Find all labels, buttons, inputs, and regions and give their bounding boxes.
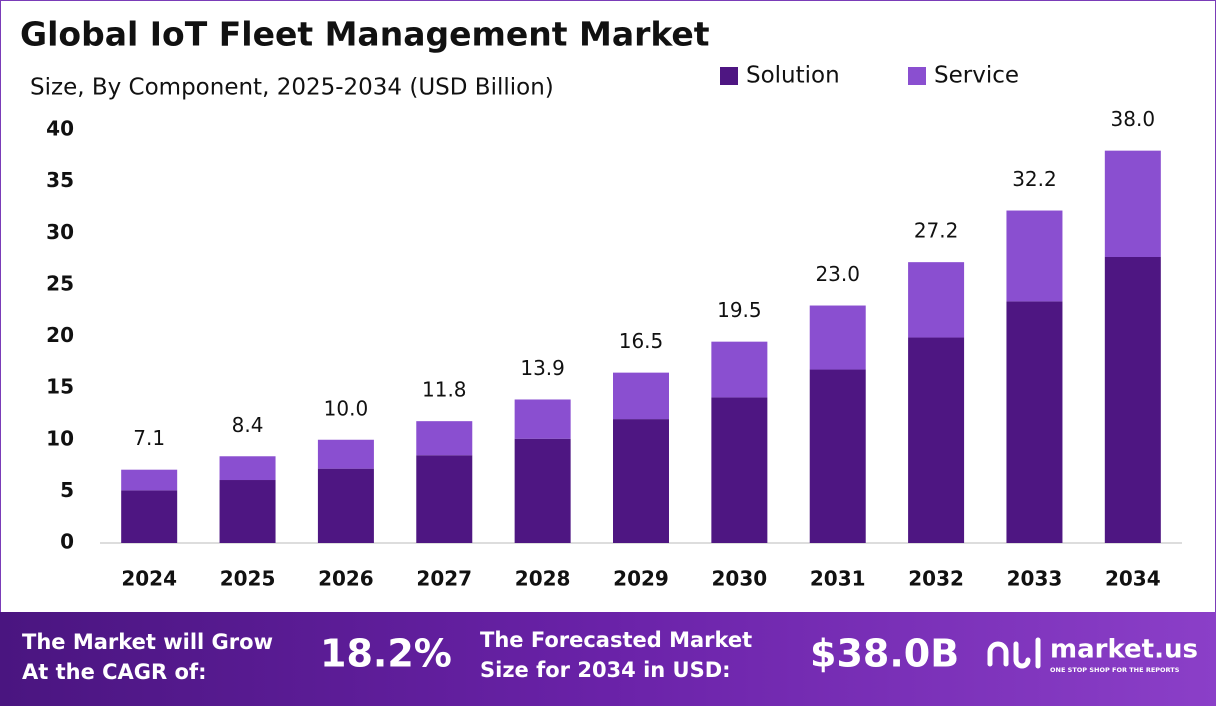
- footer-text: The Forecasted Market: [480, 628, 752, 652]
- bar-segment: [613, 372, 669, 420]
- footer-banner: [0, 612, 1216, 706]
- total-label: 10.0: [324, 396, 369, 420]
- bar-segment: [514, 399, 571, 439]
- chart-title: Global IoT Fleet Management Market: [20, 15, 710, 54]
- chart-subtitle: Size, By Component, 2025-2034 (USD Billi…: [30, 75, 554, 101]
- y-tick-label: 20: [46, 323, 74, 347]
- brand-logo: [987, 637, 1041, 669]
- total-label: 8.4: [232, 413, 264, 437]
- footer-value: $38.0B: [810, 632, 959, 676]
- bar-segment: [711, 341, 768, 398]
- total-label: 19.5: [717, 298, 762, 322]
- bar-segment: [613, 419, 669, 543]
- bar-segment: [219, 480, 276, 543]
- x-tick-label: 2034: [1105, 567, 1161, 591]
- bar-segment: [1104, 256, 1161, 543]
- total-label: 7.1: [133, 426, 165, 450]
- bar-segment: [416, 455, 473, 543]
- footer-value: 18.2%: [320, 632, 452, 676]
- y-tick-label: 40: [46, 117, 74, 141]
- footer-text: The Market will Grow: [22, 630, 273, 654]
- bar-segment: [908, 337, 965, 543]
- bar-segment: [809, 369, 866, 543]
- footer-text: At the CAGR of:: [22, 660, 207, 684]
- bar-segment: [1104, 150, 1161, 257]
- bar-segment: [219, 456, 276, 481]
- bar-segment: [317, 468, 374, 543]
- total-label: 13.9: [520, 356, 565, 380]
- x-tick-label: 2033: [1007, 567, 1063, 591]
- total-label: 38.0: [1111, 107, 1156, 131]
- x-tick-label: 2030: [712, 567, 768, 591]
- y-tick-label: 15: [46, 375, 74, 399]
- x-tick-label: 2026: [318, 567, 374, 591]
- x-tick-label: 2025: [220, 567, 276, 591]
- legend-swatch: [720, 67, 738, 85]
- bar-segment: [121, 490, 178, 543]
- y-tick-label: 0: [60, 530, 74, 554]
- legend-label: Service: [934, 63, 1019, 89]
- bar-segment: [514, 438, 571, 543]
- x-tick-label: 2029: [613, 567, 669, 591]
- bar-segment: [121, 469, 178, 491]
- bar-segment: [908, 262, 965, 338]
- footer-text: Size for 2034 in USD:: [480, 658, 731, 682]
- total-label: 16.5: [619, 329, 664, 353]
- brand-tagline: ONE STOP SHOP FOR THE REPORTS: [1050, 666, 1180, 674]
- bar-segment: [711, 397, 768, 543]
- y-tick-label: 10: [46, 426, 74, 450]
- y-tick-label: 30: [46, 220, 74, 244]
- x-tick-label: 2027: [416, 567, 472, 591]
- x-tick-label: 2024: [121, 567, 177, 591]
- total-label: 11.8: [422, 378, 467, 402]
- legend-swatch: [908, 67, 926, 85]
- bar-segment: [1006, 301, 1063, 543]
- bar-segment: [416, 421, 473, 456]
- bar-segment: [317, 439, 374, 469]
- total-label: 32.2: [1012, 167, 1057, 191]
- x-tick-label: 2028: [515, 567, 571, 591]
- total-label: 23.0: [815, 262, 860, 286]
- y-tick-label: 35: [46, 168, 74, 192]
- legend-label: Solution: [746, 63, 840, 89]
- bar-segment: [809, 305, 866, 370]
- y-tick-label: 5: [60, 478, 74, 502]
- bar-segment: [1006, 210, 1063, 302]
- x-tick-label: 2032: [908, 567, 964, 591]
- total-label: 27.2: [914, 219, 959, 243]
- brand-name: market.us: [1050, 635, 1198, 665]
- y-tick-label: 25: [46, 271, 74, 295]
- x-tick-label: 2031: [810, 567, 866, 591]
